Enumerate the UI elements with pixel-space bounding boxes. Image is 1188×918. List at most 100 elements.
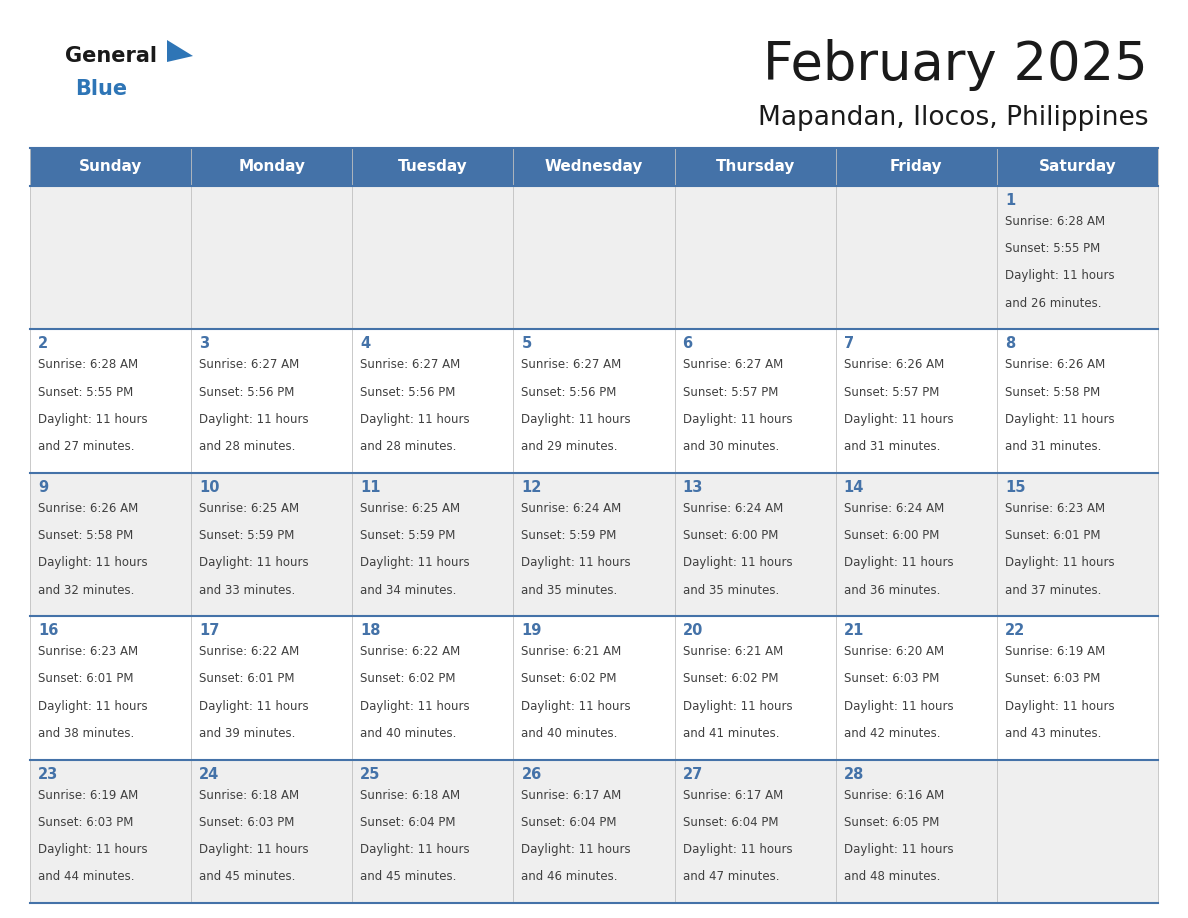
Text: Sunset: 5:58 PM: Sunset: 5:58 PM: [38, 529, 133, 542]
Text: Sunset: 6:03 PM: Sunset: 6:03 PM: [38, 816, 133, 829]
Bar: [513, 148, 675, 186]
Text: Sunrise: 6:27 AM: Sunrise: 6:27 AM: [200, 358, 299, 372]
Text: Sunrise: 6:23 AM: Sunrise: 6:23 AM: [1005, 502, 1105, 515]
Text: and 31 minutes.: and 31 minutes.: [843, 440, 940, 453]
Text: and 36 minutes.: and 36 minutes.: [843, 584, 940, 597]
Text: 24: 24: [200, 767, 220, 781]
Text: Sunrise: 6:24 AM: Sunrise: 6:24 AM: [522, 502, 621, 515]
Text: Monday: Monday: [239, 160, 305, 174]
Bar: [997, 759, 1158, 903]
Text: Sunset: 6:04 PM: Sunset: 6:04 PM: [683, 816, 778, 829]
Text: 9: 9: [38, 480, 49, 495]
Text: Sunset: 6:00 PM: Sunset: 6:00 PM: [843, 529, 939, 542]
Text: General: General: [65, 46, 157, 66]
Text: 14: 14: [843, 480, 864, 495]
Text: Daylight: 11 hours: Daylight: 11 hours: [1005, 270, 1114, 283]
Bar: [997, 616, 1158, 759]
Text: Daylight: 11 hours: Daylight: 11 hours: [1005, 413, 1114, 426]
Text: Sunrise: 6:24 AM: Sunrise: 6:24 AM: [683, 502, 783, 515]
Bar: [835, 473, 997, 616]
Text: Daylight: 11 hours: Daylight: 11 hours: [522, 843, 631, 856]
Text: Sunrise: 6:22 AM: Sunrise: 6:22 AM: [360, 645, 461, 658]
Text: Sunrise: 6:27 AM: Sunrise: 6:27 AM: [522, 358, 621, 372]
Bar: [30, 148, 191, 186]
Bar: [675, 616, 835, 759]
Bar: [30, 759, 191, 903]
Text: and 45 minutes.: and 45 minutes.: [360, 870, 456, 883]
Text: and 30 minutes.: and 30 minutes.: [683, 440, 779, 453]
Text: Sunset: 5:59 PM: Sunset: 5:59 PM: [360, 529, 456, 542]
Bar: [353, 186, 513, 330]
Text: Daylight: 11 hours: Daylight: 11 hours: [522, 556, 631, 569]
Text: Daylight: 11 hours: Daylight: 11 hours: [200, 843, 309, 856]
Polygon shape: [168, 40, 192, 62]
Text: and 28 minutes.: and 28 minutes.: [360, 440, 456, 453]
Bar: [353, 148, 513, 186]
Text: Sunset: 5:59 PM: Sunset: 5:59 PM: [522, 529, 617, 542]
Text: 18: 18: [360, 623, 381, 638]
Text: Sunrise: 6:26 AM: Sunrise: 6:26 AM: [843, 358, 944, 372]
Text: Sunrise: 6:26 AM: Sunrise: 6:26 AM: [38, 502, 138, 515]
Text: and 41 minutes.: and 41 minutes.: [683, 727, 779, 740]
Bar: [997, 148, 1158, 186]
Bar: [191, 616, 353, 759]
Text: and 39 minutes.: and 39 minutes.: [200, 727, 296, 740]
Text: Sunrise: 6:24 AM: Sunrise: 6:24 AM: [843, 502, 944, 515]
Text: Sunrise: 6:18 AM: Sunrise: 6:18 AM: [200, 789, 299, 801]
Text: Daylight: 11 hours: Daylight: 11 hours: [683, 843, 792, 856]
Text: Sunset: 6:01 PM: Sunset: 6:01 PM: [1005, 529, 1100, 542]
Bar: [513, 186, 675, 330]
Text: Daylight: 11 hours: Daylight: 11 hours: [1005, 700, 1114, 712]
Text: Sunrise: 6:22 AM: Sunrise: 6:22 AM: [200, 645, 299, 658]
Text: Sunset: 5:58 PM: Sunset: 5:58 PM: [1005, 386, 1100, 398]
Text: and 47 minutes.: and 47 minutes.: [683, 870, 779, 883]
Text: and 35 minutes.: and 35 minutes.: [522, 584, 618, 597]
Bar: [191, 148, 353, 186]
Bar: [835, 148, 997, 186]
Text: and 45 minutes.: and 45 minutes.: [200, 870, 296, 883]
Bar: [997, 473, 1158, 616]
Bar: [675, 186, 835, 330]
Text: Sunset: 6:01 PM: Sunset: 6:01 PM: [38, 673, 133, 686]
Text: Sunset: 6:04 PM: Sunset: 6:04 PM: [522, 816, 617, 829]
Text: Daylight: 11 hours: Daylight: 11 hours: [38, 413, 147, 426]
Text: and 27 minutes.: and 27 minutes.: [38, 440, 134, 453]
Text: 26: 26: [522, 767, 542, 781]
Text: Sunset: 5:55 PM: Sunset: 5:55 PM: [38, 386, 133, 398]
Text: 28: 28: [843, 767, 864, 781]
Text: 12: 12: [522, 480, 542, 495]
Text: Daylight: 11 hours: Daylight: 11 hours: [683, 700, 792, 712]
Text: Sunset: 6:00 PM: Sunset: 6:00 PM: [683, 529, 778, 542]
Text: 5: 5: [522, 336, 532, 352]
Text: Sunrise: 6:25 AM: Sunrise: 6:25 AM: [360, 502, 461, 515]
Text: 6: 6: [683, 336, 693, 352]
Text: 27: 27: [683, 767, 703, 781]
Text: Sunset: 5:55 PM: Sunset: 5:55 PM: [1005, 242, 1100, 255]
Text: 1: 1: [1005, 193, 1015, 208]
Text: 17: 17: [200, 623, 220, 638]
Text: Daylight: 11 hours: Daylight: 11 hours: [360, 413, 470, 426]
Text: 13: 13: [683, 480, 703, 495]
Text: Sunrise: 6:17 AM: Sunrise: 6:17 AM: [683, 789, 783, 801]
Text: Daylight: 11 hours: Daylight: 11 hours: [843, 700, 953, 712]
Text: and 26 minutes.: and 26 minutes.: [1005, 297, 1101, 309]
Text: Daylight: 11 hours: Daylight: 11 hours: [843, 556, 953, 569]
Bar: [30, 186, 191, 330]
Bar: [353, 330, 513, 473]
Text: Sunset: 6:02 PM: Sunset: 6:02 PM: [360, 673, 456, 686]
Text: 20: 20: [683, 623, 703, 638]
Bar: [513, 616, 675, 759]
Text: Daylight: 11 hours: Daylight: 11 hours: [360, 843, 470, 856]
Bar: [997, 186, 1158, 330]
Text: Sunday: Sunday: [78, 160, 143, 174]
Text: Tuesday: Tuesday: [398, 160, 468, 174]
Text: Daylight: 11 hours: Daylight: 11 hours: [200, 700, 309, 712]
Text: Daylight: 11 hours: Daylight: 11 hours: [200, 413, 309, 426]
Bar: [675, 148, 835, 186]
Text: Sunrise: 6:20 AM: Sunrise: 6:20 AM: [843, 645, 943, 658]
Text: 21: 21: [843, 623, 864, 638]
Text: and 28 minutes.: and 28 minutes.: [200, 440, 296, 453]
Text: Sunrise: 6:27 AM: Sunrise: 6:27 AM: [360, 358, 461, 372]
Bar: [353, 473, 513, 616]
Bar: [835, 759, 997, 903]
